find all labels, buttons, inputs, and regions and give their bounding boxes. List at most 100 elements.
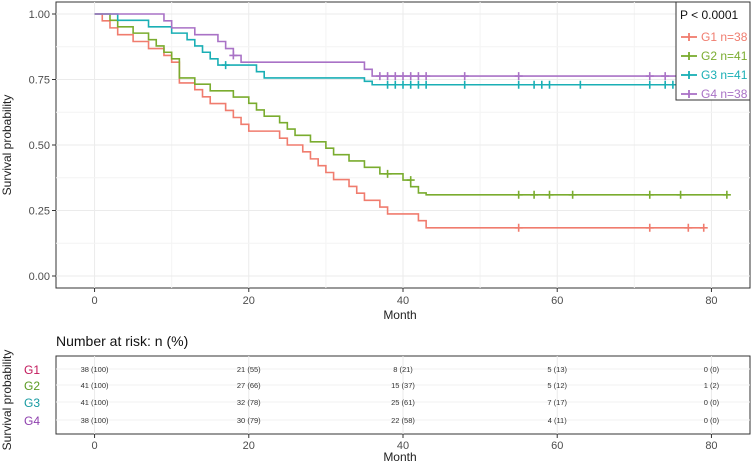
risk-cell: 38 (100) xyxy=(81,416,109,425)
risk-row-label: G1 xyxy=(24,363,40,377)
censor-mark xyxy=(460,72,469,81)
censor-mark xyxy=(391,80,400,89)
censor-mark xyxy=(406,72,415,81)
risk-x-tick-label: 40 xyxy=(397,440,409,452)
x-tick-label: 40 xyxy=(397,295,409,307)
y-tick-label: 1.00 xyxy=(29,9,50,21)
risk-cell: 15 (37) xyxy=(391,381,415,390)
survival-plot: 0.00 0.25 0.50 0.75 1.00 0 20 40 60 80 Month Sur… xyxy=(0,1,751,322)
y-axis-label: Survival probability xyxy=(0,95,14,196)
censor-mark xyxy=(661,80,670,89)
survival-curves xyxy=(94,13,731,232)
censor-mark xyxy=(645,72,654,81)
legend-label: G1 n=38 xyxy=(701,30,748,44)
censor-mark xyxy=(530,80,539,89)
x-tick-label: 80 xyxy=(705,295,717,307)
censor-mark xyxy=(545,80,554,89)
risk-x-tick-label: 80 xyxy=(705,440,717,452)
legend-item: G1 n=38 xyxy=(681,30,748,44)
censor-mark xyxy=(576,80,585,89)
risk-x-tick-label: 20 xyxy=(243,440,255,452)
censor-mark xyxy=(383,80,392,89)
censor-mark xyxy=(545,190,554,199)
legend-label: G3 n=41 xyxy=(701,68,748,82)
censor-mark xyxy=(406,176,415,185)
risk-cell: 38 (100) xyxy=(81,365,109,374)
censor-mark xyxy=(383,72,392,81)
risk-table: Number at risk: n (%) G1 38 (100) 21 (55) 8… xyxy=(0,333,751,463)
x-axis-ticks: 0 20 40 60 80 xyxy=(91,288,718,307)
legend-label: G4 n=38 xyxy=(701,87,748,101)
censor-mark xyxy=(645,223,654,232)
censor-mark xyxy=(460,80,469,89)
censor-mark xyxy=(645,80,654,89)
risk-row-label: G3 xyxy=(24,396,40,410)
censor-mark xyxy=(684,223,693,232)
censor-mark xyxy=(422,80,431,89)
risk-x-axis-label: Month xyxy=(383,450,416,463)
risk-cell: 0 (0) xyxy=(704,416,720,425)
risk-row-g3: G3 41 (100) 32 (78) 25 (61) 7 (17) 0 (0) xyxy=(24,396,750,410)
risk-cell: 7 (17) xyxy=(547,398,567,407)
censor-mark xyxy=(722,190,731,199)
risk-cell: 27 (66) xyxy=(237,381,261,390)
risk-cell: 41 (100) xyxy=(81,398,109,407)
risk-cell: 22 (58) xyxy=(391,416,415,425)
censor-mark xyxy=(676,190,685,199)
risk-cell: 0 (0) xyxy=(704,398,720,407)
censor-mark xyxy=(406,80,415,89)
censor-mark xyxy=(530,190,539,199)
y-axis-ticks: 0.00 0.25 0.50 0.75 1.00 xyxy=(29,9,56,283)
censor-mark xyxy=(699,223,708,232)
censor-mark xyxy=(514,190,523,199)
legend-box xyxy=(675,1,751,101)
risk-cell: 5 (12) xyxy=(547,381,567,390)
risk-cell: 30 (79) xyxy=(237,416,261,425)
risk-row-g4: G4 38 (100) 30 (79) 22 (58) 4 (11) 0 (0) xyxy=(24,414,750,428)
risk-x-tick-label: 60 xyxy=(551,440,563,452)
risk-table-rows: G1 38 (100) 21 (55) 8 (21) 5 (13) 0 (0) G2 41 (… xyxy=(24,363,750,428)
censor-mark xyxy=(514,80,523,89)
risk-cell: 41 (100) xyxy=(81,381,109,390)
x-tick-label: 60 xyxy=(551,295,563,307)
legend: P < 0.0001 G1 n=38 G2 n=41 G3 n=41 G4 n=38 xyxy=(675,1,751,101)
censor-mark xyxy=(414,80,423,89)
censor-mark xyxy=(568,190,577,199)
legend-item: G2 n=41 xyxy=(681,49,748,63)
x-tick-label: 20 xyxy=(243,295,255,307)
censor-mark xyxy=(422,72,431,81)
legend-label: G2 n=41 xyxy=(701,49,748,63)
risk-y-axis-label: Survival probability xyxy=(0,350,14,451)
censor-mark xyxy=(645,190,654,199)
series-4 xyxy=(94,13,693,81)
censor-mark xyxy=(383,169,392,178)
risk-row-label: G2 xyxy=(24,379,40,393)
p-value-label: P < 0.0001 xyxy=(680,8,738,22)
censor-mark xyxy=(514,223,523,232)
censor-mark xyxy=(399,80,407,89)
censor-mark xyxy=(661,72,670,81)
survival-curve xyxy=(94,13,727,196)
risk-table-title: Number at risk: n (%) xyxy=(56,333,188,349)
risk-cell: 0 (0) xyxy=(704,365,720,374)
risk-cell: 21 (55) xyxy=(237,365,261,374)
risk-row-g1: G1 38 (100) 21 (55) 8 (21) 5 (13) 0 (0) xyxy=(24,363,750,377)
series-1 xyxy=(94,13,708,232)
censor-mark xyxy=(537,80,546,89)
censor-mark xyxy=(414,72,423,81)
censor-mark xyxy=(514,72,523,81)
series-2 xyxy=(94,13,731,199)
risk-row-label: G4 xyxy=(24,414,40,428)
risk-cell: 32 (78) xyxy=(237,398,261,407)
censor-mark xyxy=(391,72,400,81)
y-tick-label: 0.25 xyxy=(29,206,50,218)
legend-item: G3 n=41 xyxy=(681,68,748,82)
censor-mark xyxy=(229,51,238,60)
legend-item: G4 n=38 xyxy=(681,87,748,101)
y-tick-label: 0.00 xyxy=(29,271,50,283)
x-tick-label: 0 xyxy=(91,295,97,307)
risk-x-tick-label: 0 xyxy=(91,440,97,452)
censor-mark xyxy=(221,61,230,70)
y-tick-label: 0.75 xyxy=(29,75,50,87)
